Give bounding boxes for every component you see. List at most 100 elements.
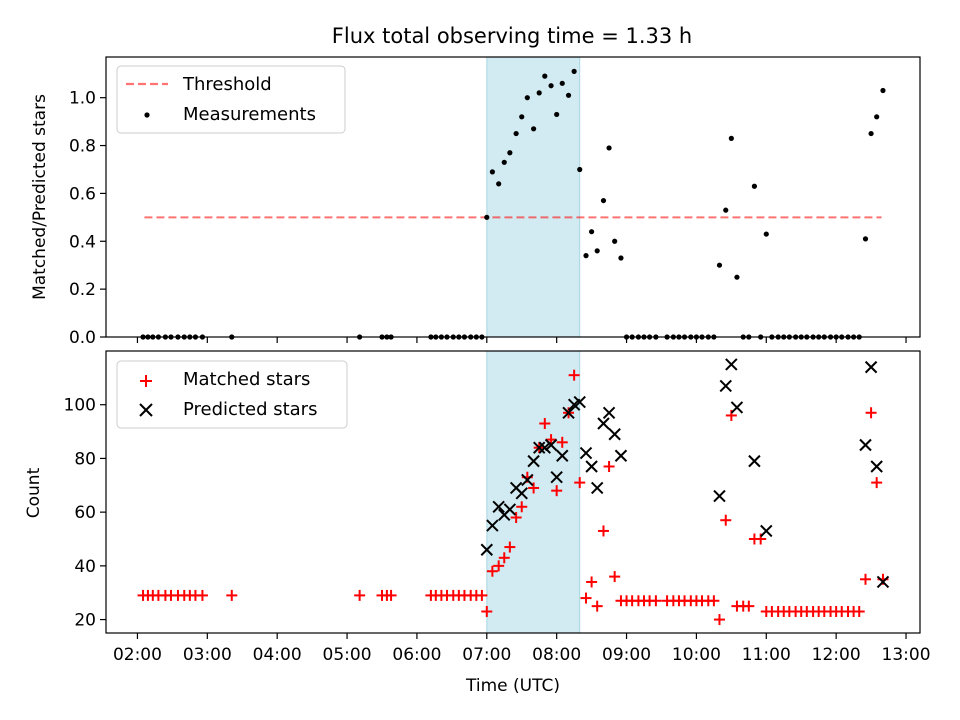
x-tick-label: 08:00	[532, 645, 581, 665]
predicted-star-marker	[532, 441, 546, 454]
measurement-point	[496, 181, 502, 187]
y-tick-label: 0.0	[69, 328, 96, 348]
x-tick-label: 05:00	[323, 645, 372, 665]
predicted-star-marker	[713, 489, 726, 503]
y-tick-label: 80	[74, 449, 96, 469]
predicted-star-marker	[859, 438, 872, 452]
top-legend: Threshold Measurements	[116, 65, 346, 134]
matched-star-marker	[574, 477, 586, 489]
legend-measurements-swatch	[144, 112, 150, 118]
predicted-star-marker	[597, 417, 610, 430]
predicted-star-marker	[486, 519, 499, 532]
predicted-star-marker	[725, 358, 738, 371]
top-x-ticks	[136, 337, 907, 343]
top-shaded-region	[486, 56, 581, 338]
measurement-point	[507, 150, 513, 156]
x-tick-label: 03:00	[183, 645, 232, 665]
measurement-point	[524, 95, 530, 101]
matched-star-marker	[510, 512, 522, 524]
x-tick-label: 12:00	[812, 645, 861, 665]
measurement-point	[734, 274, 740, 280]
top-y-axis-label: Matched/Predicted stars	[30, 94, 50, 300]
measurement-point	[606, 145, 612, 151]
matched-star-marker	[580, 592, 592, 604]
legend-threshold-label: Threshold	[182, 74, 272, 95]
predicted-star-marker	[573, 395, 586, 409]
y-tick-label: 0.8	[69, 137, 96, 157]
legend-matched-swatch	[140, 375, 152, 387]
predicted-star-marker	[538, 441, 551, 454]
y-tick-label: 0.6	[69, 184, 96, 204]
matched-star-marker	[528, 482, 540, 494]
measurement-point	[868, 130, 874, 137]
measurement-point	[612, 238, 618, 244]
x-tick-label: 11:00	[742, 645, 791, 665]
legend-matched-label: Matched stars	[183, 369, 310, 390]
y-tick-label: 100	[64, 396, 96, 416]
matched-star-marker	[493, 560, 505, 572]
bottom-legend-box	[116, 360, 348, 429]
matched-star-marker	[591, 600, 603, 612]
y-tick-label: 60	[74, 503, 96, 523]
matched-star-marker	[650, 595, 662, 607]
measurement-point	[513, 130, 519, 137]
measurement-point	[519, 114, 525, 120]
x-tick-label: 07:00	[462, 645, 511, 665]
predicted-star-marker	[480, 543, 494, 556]
matched-star-marker	[226, 589, 238, 601]
matched-star-marker	[481, 606, 493, 618]
predicted-stars-series	[480, 358, 890, 589]
top-panel: 0.0 0.2 0.4 0.6 0.8 1.0 Matched/Predicted sta…	[30, 56, 921, 348]
predicted-star-marker	[550, 471, 563, 484]
measurement-point	[531, 126, 537, 132]
matched-star-marker	[545, 434, 557, 446]
measurement-point	[559, 80, 565, 86]
matched-star-marker	[486, 565, 498, 577]
measurement-point	[489, 169, 495, 175]
bottom-x-axis-label: Time (UTC)	[465, 676, 560, 696]
matched-star-marker	[871, 477, 883, 489]
legend-predicted-swatch	[139, 403, 153, 417]
predicted-star-marker	[590, 481, 604, 495]
matched-star-marker	[603, 460, 615, 472]
measurement-point	[583, 253, 589, 259]
measurement-point	[501, 159, 507, 165]
predicted-star-marker	[556, 449, 569, 462]
matched-star-marker	[196, 589, 208, 601]
matched-star-marker	[516, 501, 528, 513]
matched-star-marker	[539, 418, 551, 430]
x-tick-label: 02:00	[113, 645, 162, 665]
bottom-y-axis: 20 40 60 80 100	[64, 396, 106, 631]
matched-star-marker	[568, 369, 580, 381]
x-tick-label: 04:00	[253, 645, 302, 665]
predicted-star-marker	[864, 360, 878, 374]
measurement-point	[565, 92, 572, 98]
measurement-point	[594, 248, 600, 254]
x-tick-label: 10:00	[672, 645, 721, 665]
predicted-star-marker	[614, 449, 628, 462]
measurement-point	[600, 197, 607, 204]
measurement-point	[874, 114, 880, 120]
predicted-star-marker	[492, 500, 505, 513]
bottom-panel: 20 40 60 80 100 02:00 03:00 04:00 05:00 06:00 07:…	[24, 350, 931, 696]
y-tick-label: 0.4	[69, 232, 96, 252]
predicted-star-marker	[719, 379, 732, 393]
predicted-star-marker	[503, 503, 517, 516]
matched-star-marker	[853, 606, 865, 618]
measurement-point	[618, 255, 624, 261]
shaded-observation-window	[486, 56, 581, 338]
measurement-point	[542, 73, 548, 79]
bottom-y-axis-label: Count	[24, 467, 44, 518]
predicted-star-marker	[876, 575, 890, 589]
matched-star-marker	[860, 573, 872, 585]
matched-star-marker	[354, 589, 366, 601]
matched-star-marker	[743, 600, 755, 612]
matched-star-marker	[476, 589, 488, 601]
predicted-star-marker	[730, 401, 744, 414]
x-tick-label: 09:00	[602, 645, 651, 665]
predicted-star-marker	[608, 428, 621, 441]
measurement-point	[728, 135, 734, 141]
top-plot-frame	[105, 56, 921, 338]
predicted-star-marker	[544, 438, 558, 452]
measurement-point	[716, 262, 723, 268]
